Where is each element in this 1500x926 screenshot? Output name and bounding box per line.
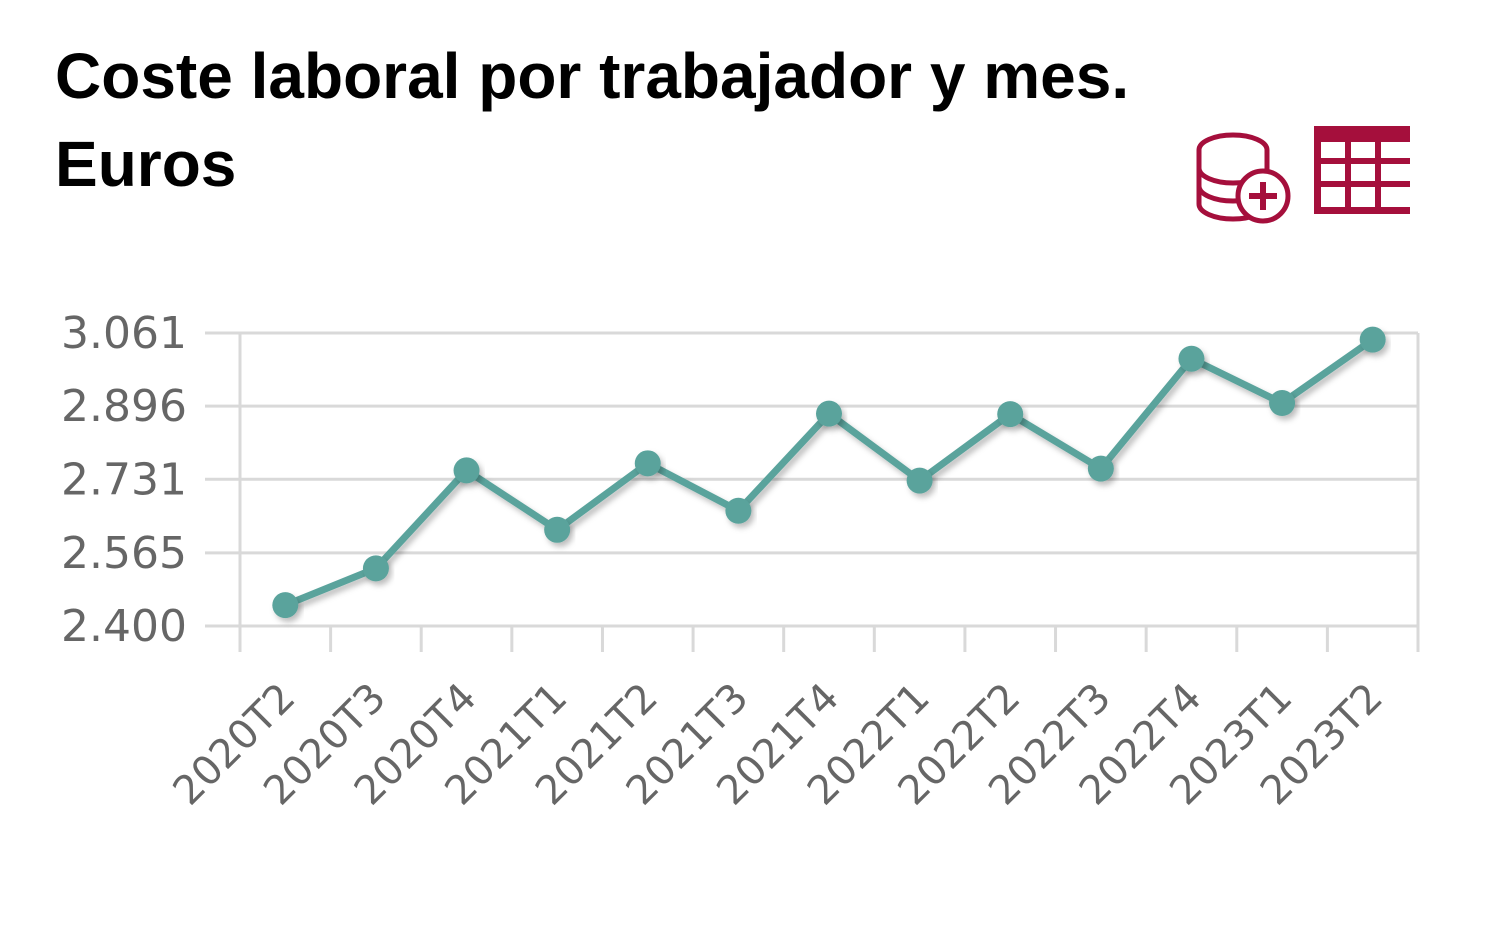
data-point[interactable] xyxy=(453,457,480,484)
y-tick-label: 2.896 xyxy=(61,381,187,432)
data-point[interactable] xyxy=(272,592,299,619)
data-point[interactable] xyxy=(544,516,571,543)
chart-title-line-2: Euros xyxy=(55,128,237,200)
database-plus-icon[interactable] xyxy=(1195,126,1293,228)
data-series xyxy=(272,326,1386,619)
data-point[interactable] xyxy=(906,467,933,494)
data-point[interactable] xyxy=(816,400,842,427)
x-axis-tick-labels: 2020T22020T32020T42021T12021T22021T32021… xyxy=(165,675,1392,815)
y-axis-tick-labels: 2.400 2.565 2.731 2.896 3.061 xyxy=(61,308,187,652)
series-line xyxy=(281,336,1377,609)
data-point[interactable] xyxy=(725,497,752,524)
data-point[interactable] xyxy=(1269,390,1296,417)
y-tick-label: 3.061 xyxy=(61,308,187,359)
data-point[interactable] xyxy=(1359,326,1386,353)
data-point[interactable] xyxy=(1087,455,1114,482)
data-point[interactable] xyxy=(997,401,1024,428)
y-tick-label: 2.565 xyxy=(61,528,187,579)
gridlines xyxy=(205,331,1418,628)
chart-title: Coste laboral por trabajador y mes. Euro… xyxy=(55,32,1235,208)
data-point[interactable] xyxy=(634,450,661,477)
x-axis xyxy=(238,333,1420,652)
chart-title-line-1: Coste laboral por trabajador y mes. xyxy=(55,40,1130,112)
data-point[interactable] xyxy=(1178,345,1205,372)
data-point[interactable] xyxy=(362,555,389,582)
table-icon[interactable] xyxy=(1312,124,1410,216)
y-tick-label: 2.731 xyxy=(61,454,187,505)
y-tick-label: 2.400 xyxy=(61,601,187,652)
